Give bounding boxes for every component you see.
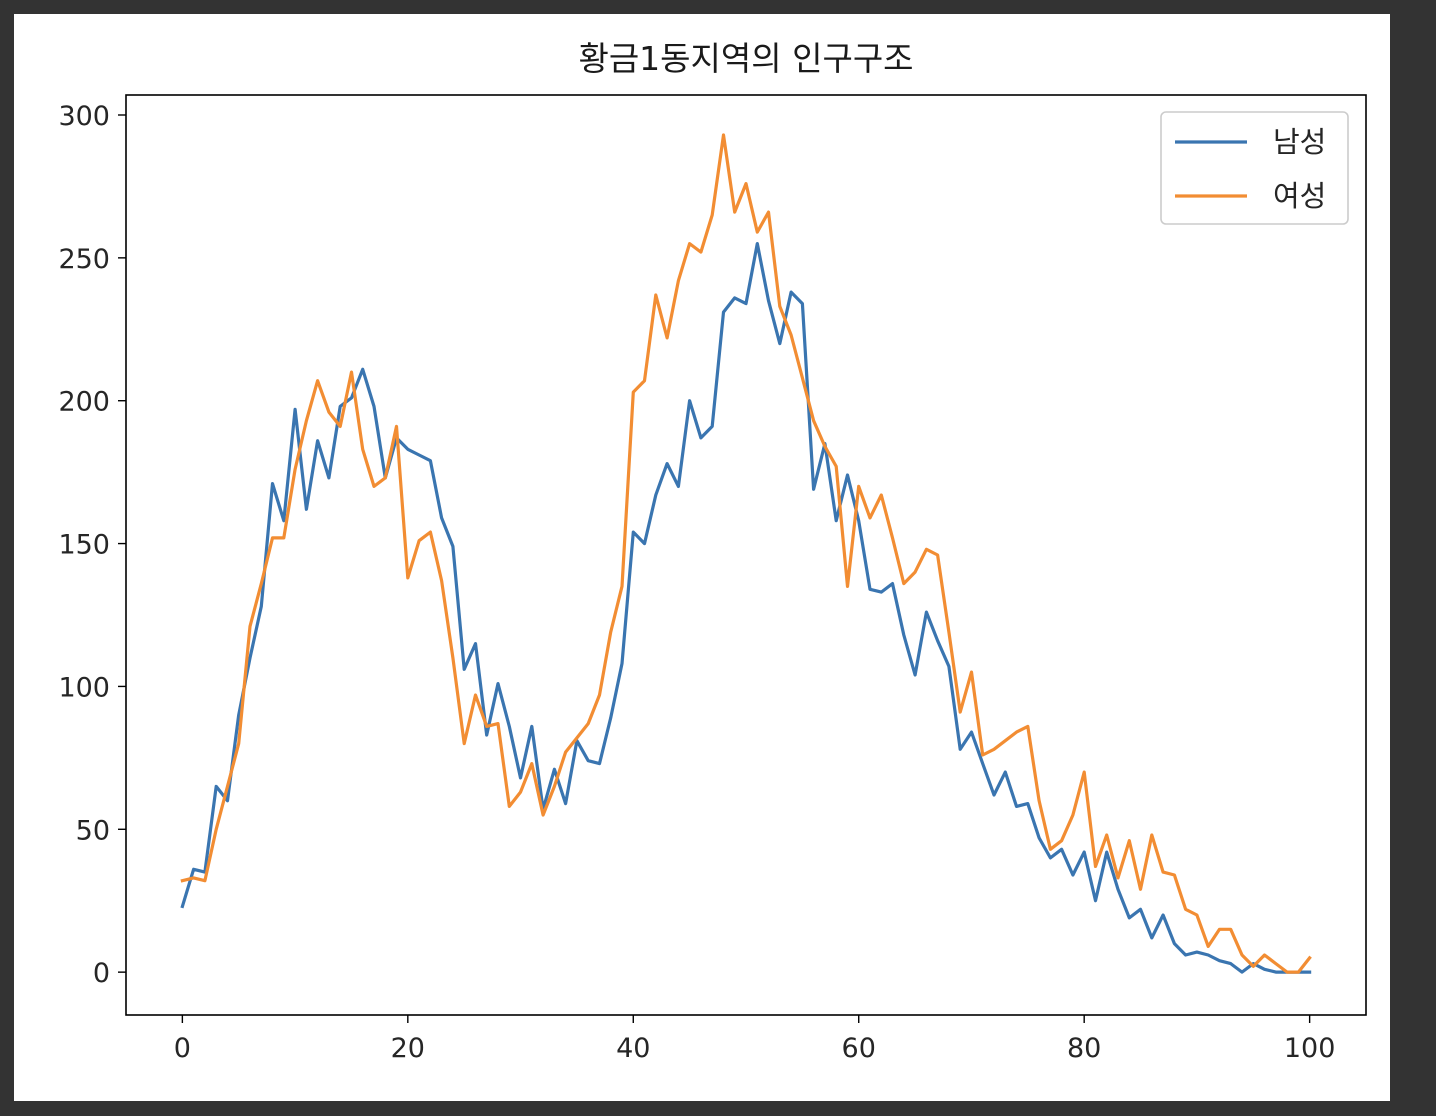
x-tick-label: 60 bbox=[842, 1033, 876, 1064]
y-tick-label: 250 bbox=[58, 244, 110, 275]
y-tick-label: 150 bbox=[58, 530, 110, 561]
figure: 황금1동지역의 인구구조 0 20 40 60 80 100 0 50 100 150 200 25… bbox=[14, 14, 1390, 1101]
line-chart: 황금1동지역의 인구구조 0 20 40 60 80 100 0 50 100 150 200 25… bbox=[58, 39, 1367, 1064]
y-tick-label: 100 bbox=[58, 672, 110, 703]
x-tick-label: 40 bbox=[616, 1033, 650, 1064]
legend-label: 남성 bbox=[1273, 125, 1326, 159]
x-tick-label: 20 bbox=[391, 1033, 425, 1064]
y-tick-label: 50 bbox=[76, 815, 110, 846]
x-tick-label: 100 bbox=[1284, 1033, 1336, 1064]
y-tick-label: 200 bbox=[58, 387, 110, 418]
y-tick-label: 0 bbox=[93, 958, 110, 989]
y-axis: 0 50 100 150 200 250 300 bbox=[58, 101, 126, 989]
x-tick-label: 80 bbox=[1067, 1033, 1101, 1064]
x-tick-label: 0 bbox=[174, 1033, 191, 1064]
series-line-female bbox=[180, 133, 1312, 974]
axes-frame bbox=[125, 94, 1367, 1016]
chart-title: 황금1동지역의 인구구조 bbox=[578, 39, 913, 78]
legend-label: 여성 bbox=[1273, 179, 1326, 213]
plot-area bbox=[180, 133, 1312, 974]
x-axis: 0 20 40 60 80 100 bbox=[174, 1015, 1336, 1064]
series-line-male bbox=[180, 242, 1312, 974]
y-tick-label: 300 bbox=[58, 101, 110, 132]
